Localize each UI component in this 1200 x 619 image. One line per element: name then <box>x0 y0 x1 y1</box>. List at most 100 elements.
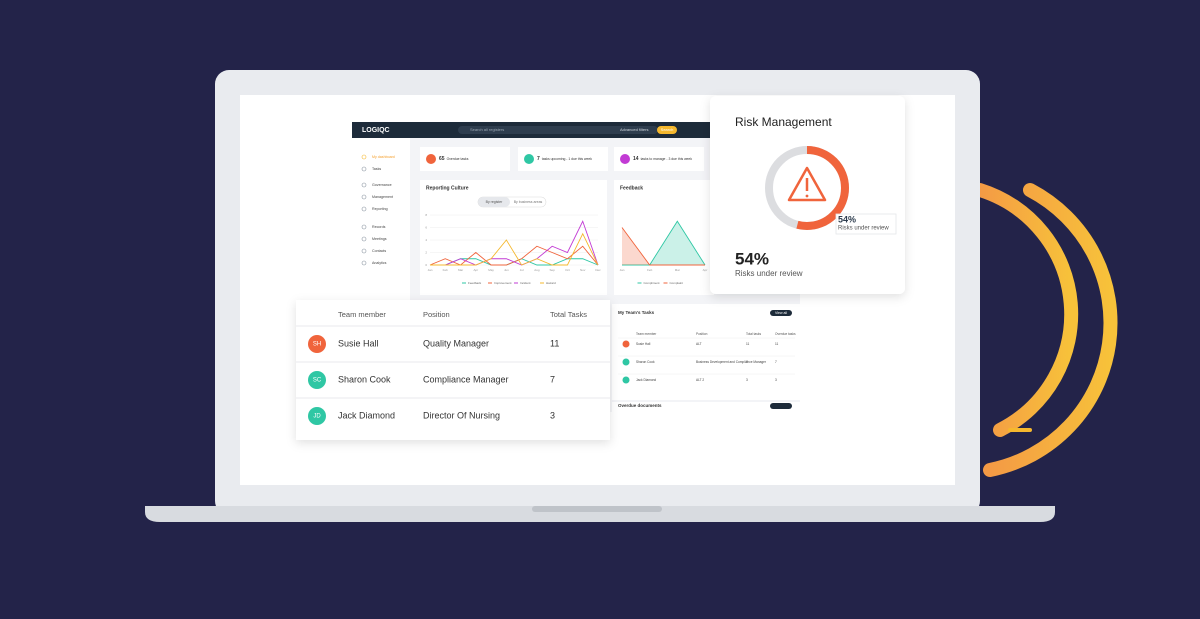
tooltip <box>835 213 897 235</box>
legend-label: Hazard <box>546 281 556 285</box>
x-tick-label: Nov <box>580 268 586 272</box>
line <box>621 227 705 266</box>
nav-icon <box>361 154 367 160</box>
column-header: Team member <box>636 332 657 336</box>
cell: Jack Diamond <box>636 378 656 382</box>
nav-item[interactable]: Management <box>372 195 393 199</box>
cell: Susie Hall <box>636 342 651 346</box>
nav-item[interactable]: My dashboard <box>372 155 395 159</box>
tab[interactable]: By business areas <box>514 200 543 204</box>
cell: 7 <box>746 360 748 364</box>
avatar <box>308 371 326 389</box>
x-tick-label: Jul <box>520 268 524 272</box>
column-header: Total Tasks <box>550 310 587 319</box>
warning-icon <box>805 194 809 198</box>
nav-icon <box>361 194 367 200</box>
member-tasks: 3 <box>550 410 555 420</box>
avatar <box>622 376 630 384</box>
stat-icon <box>524 154 534 164</box>
tab-active[interactable] <box>478 197 510 207</box>
avatar-initials: SC <box>313 378 322 384</box>
tooltip-value: 54% <box>838 214 856 224</box>
nav-item[interactable]: Governance <box>372 183 392 187</box>
search-button-label: Search <box>661 127 674 132</box>
x-tick-label: Jan <box>620 268 625 272</box>
cell: Sharon Cook <box>636 360 655 364</box>
nav-item[interactable]: Analytics <box>372 261 387 265</box>
stat-value: 65 <box>439 156 445 162</box>
nav-item[interactable]: Reporting <box>372 207 388 211</box>
column-header: Total tasks <box>746 332 761 336</box>
documents-panel <box>612 402 800 412</box>
x-tick-label: Feb <box>443 268 449 272</box>
x-tick-label: Apr <box>473 268 478 272</box>
nav-item[interactable]: Tasks <box>372 167 381 171</box>
panel-title: Feedback <box>620 185 643 191</box>
x-tick-label: May <box>488 268 494 272</box>
laptop-notch <box>532 506 662 512</box>
y-tick-label: 2 <box>425 250 427 254</box>
feedback-panel <box>614 180 714 295</box>
view-all[interactable] <box>770 310 792 316</box>
member-position: Compliance Manager <box>423 374 509 384</box>
nav-item[interactable]: Records <box>372 225 386 229</box>
cell: 11 <box>775 342 779 346</box>
column-header: Position <box>423 310 450 319</box>
nav-icon <box>361 166 367 172</box>
stat: 65 Overdue tasks <box>439 156 469 162</box>
y-tick-label: 0 <box>425 263 427 267</box>
panel-title: Reporting Culture <box>426 185 469 191</box>
x-tick-label: Feb <box>647 268 653 272</box>
x-tick-label: Sep <box>550 268 556 272</box>
avatar <box>622 340 630 348</box>
tooltip-caption: Risks under review <box>838 226 889 232</box>
cell: 7 <box>775 360 777 364</box>
risk-title: Risk Management <box>735 115 832 129</box>
panel-title: Overdue documents <box>618 403 662 408</box>
stat-label: tasks upcoming - 1 due this week <box>542 157 592 161</box>
cell: ALT 2 <box>696 378 704 382</box>
line <box>622 220 706 266</box>
avatar <box>308 407 326 425</box>
panel-title: My Team's Tasks <box>618 310 655 315</box>
avatar-initials: SH <box>313 342 321 348</box>
view-all-label: View all <box>775 311 787 315</box>
view-all[interactable] <box>770 403 792 409</box>
tab[interactable]: By register <box>486 200 504 204</box>
cell: ALT <box>696 342 702 346</box>
nav-icon <box>361 182 367 188</box>
member-tasks: 7 <box>550 374 555 384</box>
x-tick-label: Jan <box>428 268 433 272</box>
advanced-filters[interactable]: Advanced filters <box>620 127 648 132</box>
warning-icon <box>787 166 827 202</box>
avatar-initials: JD <box>313 414 321 420</box>
legend-label: Incident <box>520 281 531 285</box>
x-tick-label: Aug <box>534 268 540 272</box>
avatar <box>622 358 630 366</box>
avatar <box>308 335 326 353</box>
x-tick-label: Oct <box>565 268 570 272</box>
nav-item[interactable]: Contacts <box>372 249 386 253</box>
line <box>430 232 599 266</box>
nav-item[interactable]: Meetings <box>372 237 387 241</box>
x-tick-label: Mar <box>458 268 463 272</box>
legend-label: Improvement <box>494 281 512 285</box>
risk-caption: Risks under review <box>735 269 803 278</box>
x-tick-label: Apr <box>703 268 708 272</box>
nav-icon <box>361 236 367 242</box>
y-tick-label: 6 <box>425 225 427 229</box>
team-tasks-panel <box>612 304 800 400</box>
stat-label: Overdue tasks <box>447 157 469 161</box>
stat: 7 tasks upcoming - 1 due this week <box>537 156 592 162</box>
search-button[interactable] <box>657 126 677 134</box>
x-tick-label: Jun <box>504 268 509 272</box>
search-box[interactable] <box>458 126 658 134</box>
column-header: Position <box>696 332 708 336</box>
stat-value: 7 <box>537 156 540 162</box>
legend-label: Compliment <box>644 281 660 285</box>
risk-value: 54% <box>735 249 769 268</box>
x-tick-label: Mar <box>675 268 680 272</box>
logo: LOGIQC <box>362 127 390 134</box>
